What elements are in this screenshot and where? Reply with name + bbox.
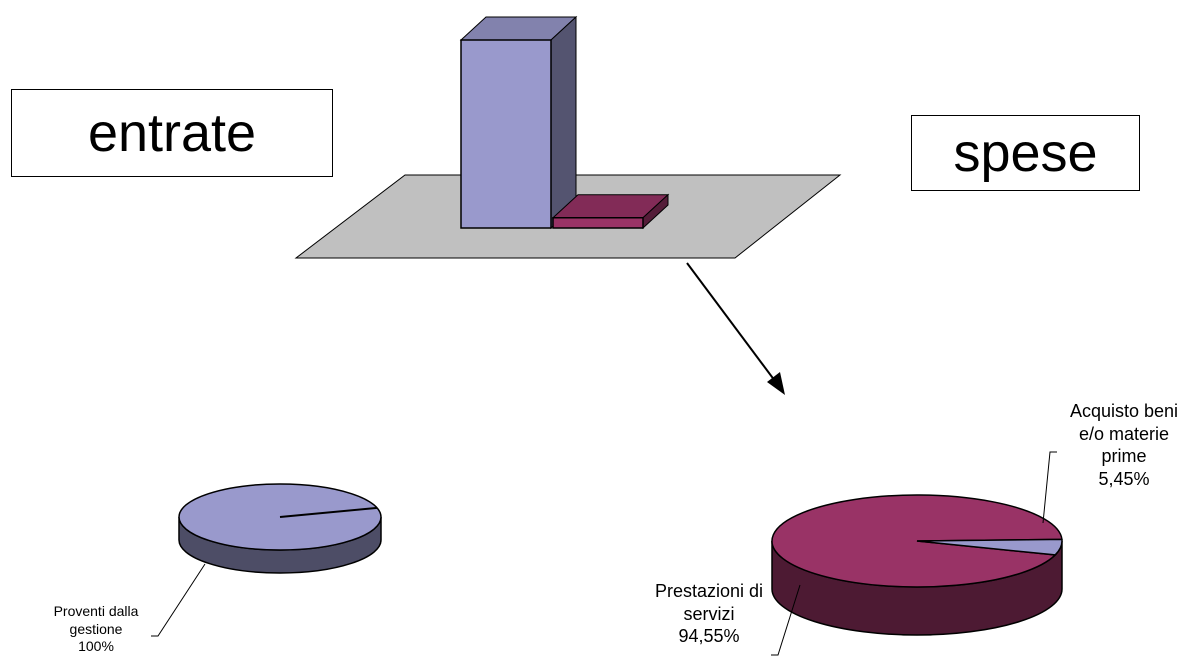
bar-front-1 — [552, 217, 644, 229]
bar-chart — [459, 15, 670, 230]
slice-label-line: Proventi dalla — [53, 603, 139, 619]
slice-label-line: gestione — [69, 620, 123, 637]
pie-slice-1 — [916, 538, 1063, 556]
pie-chart-entrate — [178, 483, 382, 574]
pie-slice-edge-0 — [279, 506, 378, 518]
slice-label-line: Prestazioni di — [654, 581, 764, 601]
leader-line-proventi — [151, 563, 206, 637]
slice-label-proventi: Proventi dalla gestione 100% — [30, 603, 162, 656]
spese-label: spese — [911, 115, 1140, 191]
slice-value-label: 100% — [78, 638, 114, 654]
arrow-line — [686, 262, 779, 386]
bar-front-0 — [460, 39, 552, 229]
leader-line-acquisto — [1042, 451, 1057, 524]
slice-label-line: Acquisto beni — [1069, 401, 1179, 421]
slice-value-label: 5,45% — [1098, 468, 1150, 489]
slice-label-line: e/o materie — [1078, 423, 1170, 444]
slice-value-label: 94,55% — [678, 626, 740, 646]
arrow-head — [767, 372, 785, 395]
slice-label-line: prime — [1101, 446, 1147, 466]
pie-chart-spese — [771, 494, 1063, 636]
slice-label-acquisto: Acquisto beni e/o materie prime 5,45% — [1050, 400, 1198, 490]
leader-line-prestazioni — [771, 584, 801, 656]
bar-side-0 — [550, 15, 577, 230]
slice-label-prestazioni: Prestazioni di servizi 94,55% — [635, 580, 783, 648]
entrate-label: entrate — [11, 89, 333, 177]
slice-label-line: servizi — [683, 603, 735, 624]
pie-slice-0 — [771, 494, 1063, 588]
